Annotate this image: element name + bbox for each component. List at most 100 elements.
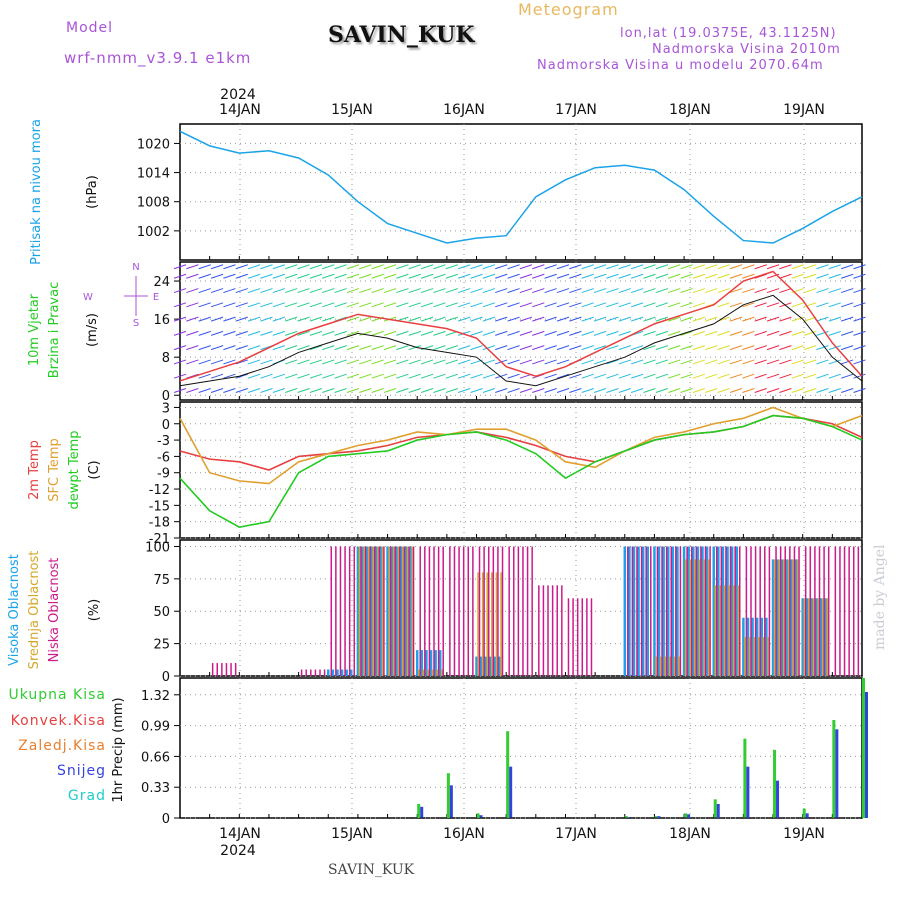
wind-barb: [643, 288, 656, 294]
wind-barb: [507, 388, 520, 393]
wind-barb: [383, 388, 397, 393]
wind-barb: [285, 359, 298, 365]
wind-barb: [816, 330, 829, 336]
wind-barb: [544, 302, 557, 308]
wind-barb: [359, 316, 372, 322]
wind-barb: [482, 288, 496, 294]
wind-barb: [618, 316, 631, 322]
precip-legend-0: Ukupna Kisa: [8, 687, 106, 703]
wind-barb: [507, 264, 520, 270]
wind-barb: [618, 302, 631, 308]
wind-barb: [853, 388, 866, 393]
wind-barb: [841, 273, 854, 279]
wind-barb: [383, 330, 397, 336]
wind-barb: [705, 359, 718, 365]
precip-legend-3: Snijeg: [57, 763, 106, 779]
wind-barb: [173, 330, 187, 336]
wind-barb: [408, 302, 421, 308]
wind-barb: [482, 264, 496, 270]
wind-barb: [668, 373, 681, 379]
wind-barb: [680, 359, 693, 365]
wind-barb: [816, 388, 829, 393]
cloud-ylabel-2: Niska Oblacnost: [47, 558, 62, 663]
wind-barb: [853, 330, 866, 336]
wind-barb: [223, 316, 236, 322]
wind-barb: [519, 273, 533, 279]
wind-barb: [285, 373, 298, 379]
wind-barb: [359, 359, 372, 365]
wind-barb: [235, 273, 248, 279]
wind-barb: [334, 373, 347, 379]
wind-barb: [408, 288, 421, 294]
y-tick-label: 0: [162, 389, 170, 404]
wind-barb: [359, 264, 372, 270]
wind-barb: [569, 288, 582, 294]
wind-barb: [680, 264, 693, 270]
wind-barb: [420, 359, 434, 365]
wind-barb: [618, 359, 631, 365]
precip-bars: [417, 678, 868, 818]
wind-ylabel-1: 10m Vjetar: [27, 293, 42, 366]
wind-barb: [322, 302, 335, 308]
wind-barb: [643, 359, 656, 365]
wind-barb: [458, 264, 471, 270]
wind-barb: [729, 359, 743, 365]
wind-barb: [371, 388, 384, 393]
wind-barb: [260, 316, 273, 322]
wind-barb: [173, 264, 187, 270]
wind-barb: [445, 373, 458, 379]
wind-barb: [593, 345, 607, 351]
wind-barb: [668, 359, 681, 365]
wind-barb: [544, 288, 557, 294]
wind-barb: [210, 345, 224, 351]
wind-barb: [816, 288, 829, 294]
wind-barb: [371, 302, 384, 308]
wind-barb: [754, 302, 767, 308]
wind-barb: [766, 330, 780, 336]
wind-barb: [630, 316, 644, 322]
temp-ylabel-0: 2m Temp: [27, 440, 42, 500]
wind-barb: [285, 316, 298, 322]
wind-barb: [766, 359, 780, 365]
wind-barb: [396, 359, 409, 365]
wind-barb: [482, 316, 496, 322]
wind-barb: [692, 273, 706, 279]
precip-bar: [835, 729, 839, 818]
wind-barb: [396, 373, 409, 379]
wind-barb: [581, 273, 594, 279]
y-tick-label: 100: [145, 540, 170, 555]
pressure-line: [179, 130, 863, 244]
y-tick-label: 1020: [137, 137, 170, 152]
wind-barb: [655, 316, 669, 322]
wind-barb: [569, 388, 582, 393]
cloud-ylabel-0: Visoka Oblacnost: [7, 554, 22, 666]
wind-barb: [606, 330, 619, 336]
wind-barb: [433, 359, 446, 365]
wind-barb: [841, 388, 854, 393]
y-tick-label: 1008: [137, 196, 170, 211]
wind-barb: [729, 302, 743, 308]
wind-barb: [408, 359, 421, 365]
wind-barb: [433, 373, 446, 379]
wind-barb: [717, 359, 730, 365]
wind-barb: [507, 288, 520, 294]
wind-barb: [223, 288, 236, 294]
wind-barb: [210, 273, 224, 279]
wind-barb: [383, 359, 397, 365]
precip-bar: [805, 813, 809, 818]
x-bottom-date: 18JAN: [669, 826, 711, 842]
wind-barb: [223, 388, 236, 393]
wind-barb: [853, 273, 866, 279]
wind-barb: [618, 388, 631, 393]
wind-barb: [754, 316, 767, 322]
wind-barb: [396, 345, 409, 351]
wind-barb: [396, 273, 409, 279]
precip-bar: [773, 749, 777, 818]
wind-barb: [618, 264, 631, 270]
wind-barb: [680, 273, 693, 279]
wind-barb: [482, 373, 496, 379]
wind-barb: [569, 264, 582, 270]
model-elevation: Nadmorska Visina u modelu 2070.64m: [537, 58, 824, 73]
wind-barb: [309, 345, 323, 351]
wind-barb: [445, 359, 458, 365]
